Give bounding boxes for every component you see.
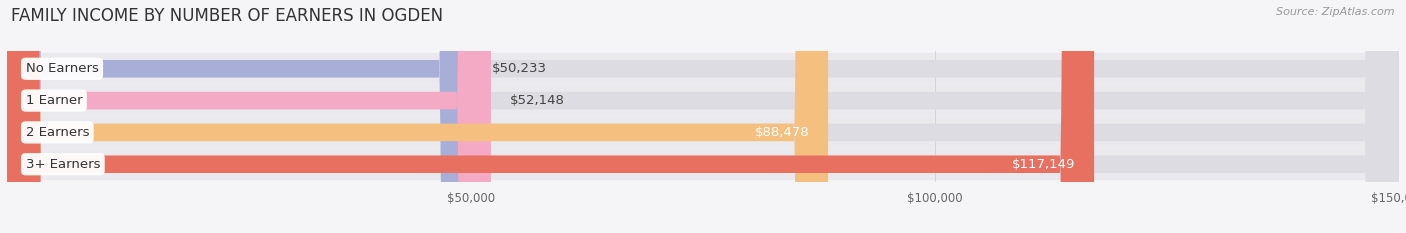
Text: 1 Earner: 1 Earner — [25, 94, 82, 107]
Text: 3+ Earners: 3+ Earners — [25, 158, 100, 171]
FancyBboxPatch shape — [7, 53, 1399, 85]
FancyBboxPatch shape — [7, 0, 1399, 233]
FancyBboxPatch shape — [7, 0, 1094, 233]
Text: Source: ZipAtlas.com: Source: ZipAtlas.com — [1277, 7, 1395, 17]
FancyBboxPatch shape — [7, 85, 1399, 116]
FancyBboxPatch shape — [7, 148, 1399, 180]
Text: No Earners: No Earners — [25, 62, 98, 75]
Text: $50,233: $50,233 — [492, 62, 547, 75]
FancyBboxPatch shape — [7, 0, 491, 233]
FancyBboxPatch shape — [7, 116, 1399, 148]
Text: $52,148: $52,148 — [509, 94, 564, 107]
Text: $117,149: $117,149 — [1012, 158, 1076, 171]
FancyBboxPatch shape — [7, 0, 474, 233]
FancyBboxPatch shape — [7, 0, 1399, 233]
Text: $88,478: $88,478 — [755, 126, 810, 139]
Text: FAMILY INCOME BY NUMBER OF EARNERS IN OGDEN: FAMILY INCOME BY NUMBER OF EARNERS IN OG… — [11, 7, 443, 25]
Text: 2 Earners: 2 Earners — [25, 126, 89, 139]
FancyBboxPatch shape — [7, 0, 1399, 233]
FancyBboxPatch shape — [7, 0, 828, 233]
FancyBboxPatch shape — [7, 0, 1399, 233]
